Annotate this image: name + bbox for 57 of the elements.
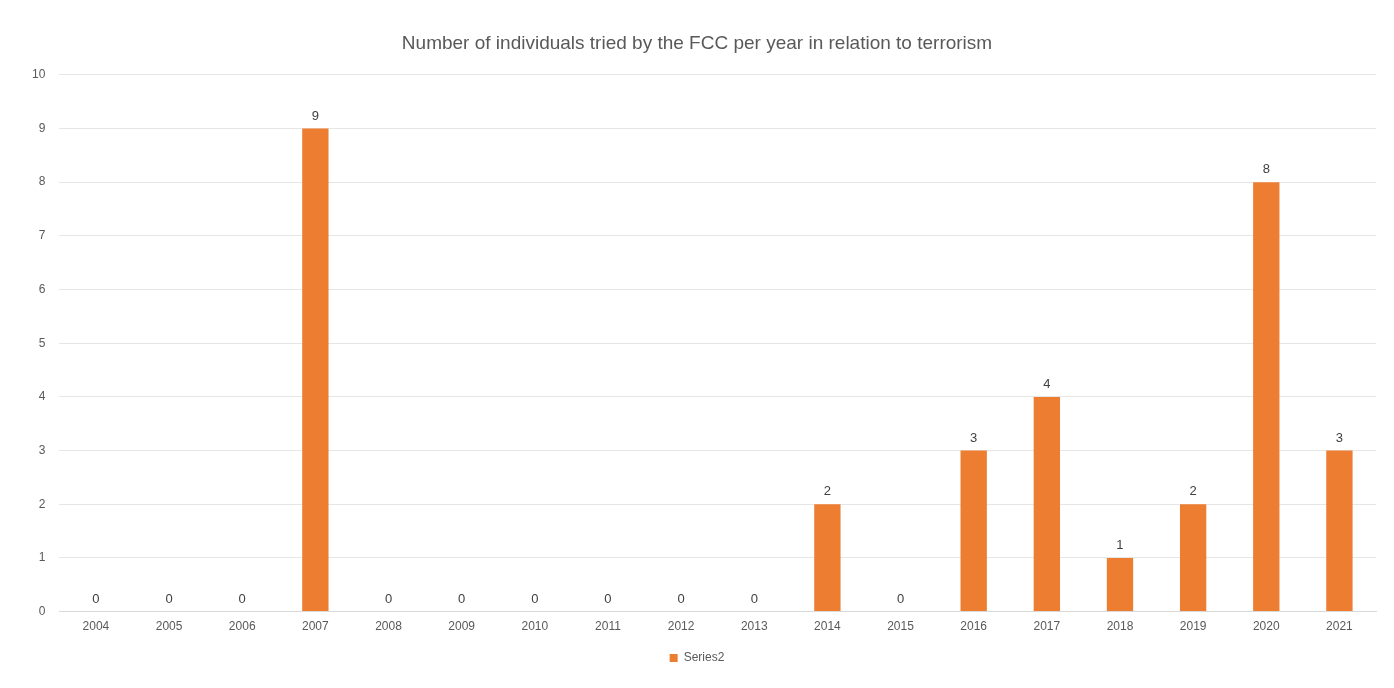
y-tick-label: 10: [31, 67, 46, 82]
x-tick-label: 2007: [302, 619, 330, 634]
x-tick-label: 2006: [228, 619, 256, 634]
data-label: 0: [677, 590, 685, 606]
x-tick-label: 2021: [1326, 619, 1354, 634]
data-label: 0: [165, 590, 173, 606]
x-tick-label: 2016: [960, 619, 988, 634]
data-label: 0: [896, 590, 905, 606]
chart-title: Number of individuals tried by the FCC per year in relation to terrorism: [401, 31, 993, 53]
x-tick-label: 2018: [1106, 619, 1134, 634]
x-tick-label: 2004: [82, 619, 110, 634]
data-label: 2: [823, 483, 832, 499]
x-tick-label: 2019: [1179, 619, 1207, 634]
y-tick-label: 2: [38, 496, 46, 511]
bar: [1106, 557, 1134, 612]
data-label: 0: [92, 590, 100, 606]
bar: [302, 128, 329, 612]
legend-label: Series2: [683, 650, 725, 665]
y-tick-label: 5: [38, 335, 46, 350]
data-label: 4: [1043, 375, 1051, 391]
bar: [960, 450, 987, 612]
x-tick-label: 2015: [887, 619, 915, 634]
data-label: 2: [1189, 483, 1197, 499]
bar: [1326, 450, 1353, 612]
data-label: 3: [1335, 429, 1344, 445]
y-tick-label: 7: [38, 228, 46, 243]
y-tick-label: 0: [38, 603, 46, 618]
data-label: 3: [970, 429, 978, 445]
x-tick-label: 2005: [155, 619, 183, 634]
x-tick-label: 2012: [667, 619, 695, 634]
data-label: 0: [238, 590, 246, 606]
x-tick-label: 2013: [740, 619, 768, 634]
bar: [1179, 504, 1207, 612]
data-label: 8: [1262, 161, 1270, 177]
bar: [1033, 396, 1060, 612]
x-tick-label: 2008: [375, 619, 403, 634]
data-label: 0: [531, 590, 539, 606]
y-tick-label: 9: [38, 120, 46, 135]
x-tick-label: 2017: [1033, 619, 1061, 634]
y-tick-label: 1: [38, 550, 46, 565]
y-tick-label: 3: [38, 442, 46, 457]
x-tick-label: 2020: [1252, 619, 1280, 634]
data-label: 0: [458, 590, 466, 606]
x-tick-label: 2010: [521, 619, 549, 634]
y-tick-label: 4: [38, 389, 46, 404]
x-tick-label: 2011: [595, 619, 622, 634]
bar: [814, 504, 841, 612]
x-tick-label: 2014: [814, 619, 842, 634]
bar: [1253, 182, 1280, 612]
y-tick-label: 6: [38, 281, 46, 296]
x-tick-label: 2009: [448, 619, 476, 634]
data-label: 0: [604, 590, 612, 606]
data-label: 0: [384, 590, 393, 606]
data-label: 1: [1116, 537, 1124, 552]
y-tick-label: 8: [38, 174, 46, 189]
data-label: 0: [750, 590, 758, 606]
data-label: 9: [311, 107, 319, 123]
